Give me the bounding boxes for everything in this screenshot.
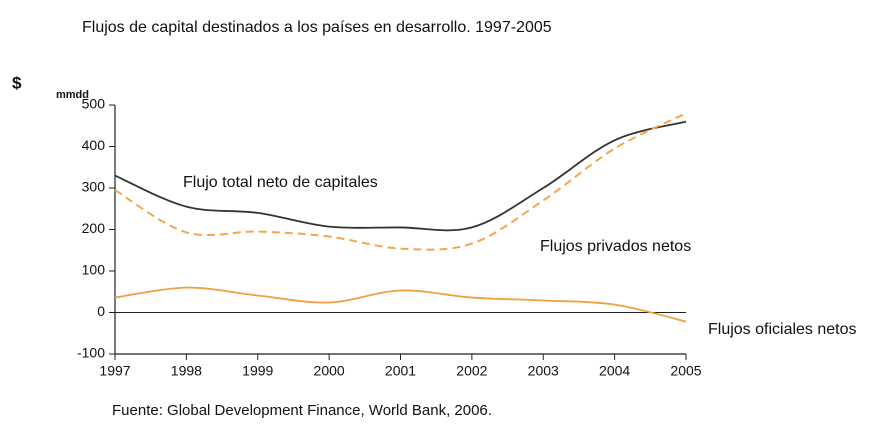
- x-tick-label: 2004: [599, 363, 630, 379]
- series-line: [114, 120, 687, 232]
- y-tick-label: -100: [77, 345, 105, 361]
- y-tick-label: 100: [82, 262, 106, 278]
- y-tick-label: 300: [82, 179, 106, 195]
- series-label: Flujos privados netos: [540, 238, 691, 255]
- series-label: Flujos oficiales netos: [708, 321, 857, 338]
- x-tick-label: 2005: [670, 363, 701, 379]
- source: Fuente: Global Development Finance, Worl…: [112, 402, 492, 419]
- chart-title: Flujos de capital destinados a los paíse…: [82, 19, 552, 36]
- x-tick-label: 1999: [242, 363, 273, 379]
- series-label: Flujo total neto de capitales: [183, 174, 378, 191]
- x-tick-label: 2001: [385, 363, 416, 379]
- x-tick-label: 1998: [171, 363, 202, 379]
- x-tick-label: 2000: [314, 363, 345, 379]
- x-tick-label: 1997: [99, 363, 130, 379]
- y-tick-label: 0: [97, 303, 105, 319]
- series-line: [114, 286, 687, 323]
- series-line: [114, 112, 687, 251]
- y-unit: mmdd: [56, 89, 89, 101]
- y-label: $: [12, 73, 22, 92]
- y-tick-label: 400: [82, 137, 106, 153]
- x-tick-label: 2002: [456, 363, 487, 379]
- y-tick-label: 500: [82, 96, 106, 112]
- y-tick-label: 200: [82, 220, 106, 236]
- x-tick-label: 2003: [528, 363, 559, 379]
